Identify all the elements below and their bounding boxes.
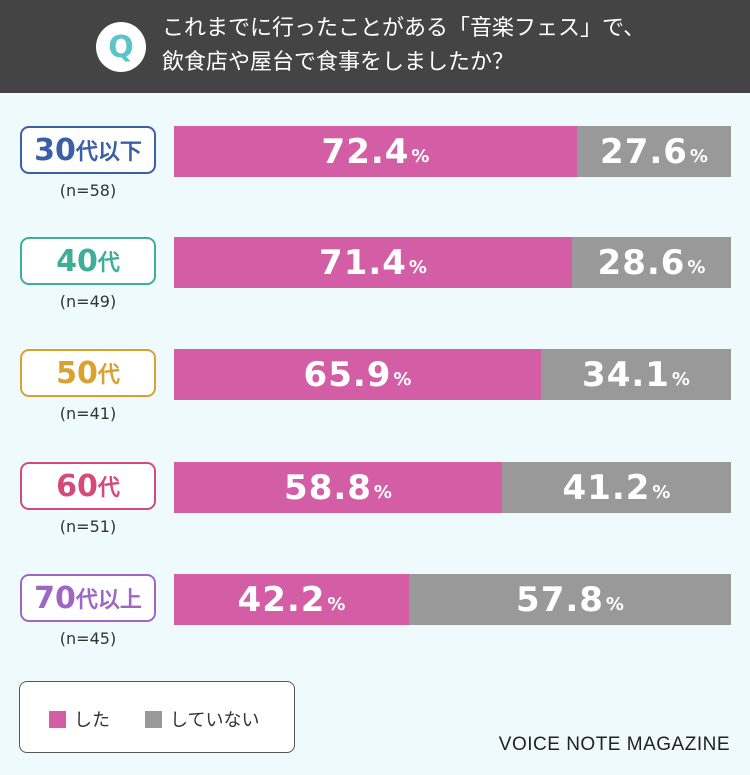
legend-swatch-did bbox=[49, 710, 66, 728]
percent-sign: % bbox=[652, 482, 671, 503]
question-q-letter: Q bbox=[108, 29, 134, 65]
legend-label-did-not: していない bbox=[170, 710, 260, 731]
bar-value-did-not: 27.6 bbox=[600, 131, 688, 172]
stacked-bar: 71.4% 28.6% bbox=[174, 237, 731, 288]
age-group-suffix: 代 bbox=[97, 363, 120, 388]
question-q-icon: Q bbox=[96, 22, 146, 72]
bar-segment-did: 58.8% bbox=[174, 462, 502, 513]
age-group-number: 50 bbox=[56, 355, 98, 391]
percent-sign: % bbox=[687, 257, 706, 278]
age-group-suffix: 代以下 bbox=[75, 140, 142, 165]
age-group-number: 40 bbox=[56, 243, 98, 279]
stacked-bar: 65.9% 34.1% bbox=[174, 349, 731, 400]
bar-segment-did: 71.4% bbox=[174, 237, 572, 288]
sample-size-label: (n=51) bbox=[59, 517, 117, 536]
chart-row: 60 代 (n=51) 58.8% 41.2% bbox=[0, 462, 750, 572]
percent-sign: % bbox=[327, 594, 346, 615]
bar-value-did-not: 28.6 bbox=[597, 242, 686, 283]
bar-segment-did-not: 57.8% bbox=[409, 574, 731, 625]
age-group-suffix: 代以上 bbox=[75, 588, 142, 613]
age-group-number: 30 bbox=[34, 132, 76, 168]
age-group-number: 70 bbox=[34, 580, 76, 616]
legend-item-did: した bbox=[49, 706, 110, 732]
sample-size-label: (n=58) bbox=[59, 181, 117, 200]
age-group-badge: 30 代以下 bbox=[20, 126, 156, 174]
age-group-badge: 70 代以上 bbox=[20, 574, 156, 622]
question-line-1: これまでに行ったことがある「音楽フェス」で、 bbox=[162, 16, 646, 41]
percent-sign: % bbox=[689, 146, 708, 167]
age-group-suffix: 代 bbox=[97, 476, 120, 501]
bar-value-did: 72.4 bbox=[321, 131, 410, 172]
age-group-badge: 50 代 bbox=[20, 349, 156, 397]
bar-segment-did: 72.4% bbox=[174, 126, 577, 177]
legend-label-did: した bbox=[74, 710, 110, 731]
bar-value-did: 71.4 bbox=[319, 242, 407, 283]
bar-segment-did-not: 34.1% bbox=[541, 349, 731, 400]
question-header: Q これまでに行ったことがある「音楽フェス」で、 飲食店や屋台で食事をしましたか… bbox=[0, 0, 750, 93]
question-text: これまでに行ったことがある「音楽フェス」で、 飲食店や屋台で食事をしましたか？ bbox=[162, 12, 742, 80]
age-group-suffix: 代 bbox=[97, 251, 120, 276]
age-group-badge: 40 代 bbox=[20, 237, 156, 285]
bar-value-did-not: 41.2 bbox=[562, 467, 651, 508]
bar-value-did: 58.8 bbox=[284, 467, 372, 508]
percent-sign: % bbox=[671, 369, 690, 390]
percent-sign: % bbox=[605, 594, 624, 615]
bar-segment-did-not: 27.6% bbox=[577, 126, 731, 177]
chart-row: 40 代 (n=49) 71.4% 28.6% bbox=[0, 237, 750, 347]
bar-segment-did-not: 41.2% bbox=[502, 462, 731, 513]
bar-value-did: 65.9 bbox=[303, 354, 392, 395]
percent-sign: % bbox=[393, 369, 412, 390]
chart-row: 30 代以下 (n=58) 72.4% 27.6% bbox=[0, 126, 750, 236]
legend-item-did-not: していない bbox=[145, 706, 259, 732]
question-line-2: 飲食店や屋台で食事をしましたか？ bbox=[162, 50, 515, 75]
chart-row: 50 代 (n=41) 65.9% 34.1% bbox=[0, 349, 750, 459]
percent-sign: % bbox=[408, 257, 427, 278]
age-group-number: 60 bbox=[56, 468, 98, 504]
percent-sign: % bbox=[411, 146, 430, 167]
stacked-bar: 58.8% 41.2% bbox=[174, 462, 731, 513]
bar-value-did-not: 57.8 bbox=[516, 579, 604, 620]
age-group-badge: 60 代 bbox=[20, 462, 156, 510]
footer-brand: VOICE NOTE MAGAZINE bbox=[498, 734, 730, 755]
bar-segment-did-not: 28.6% bbox=[572, 237, 731, 288]
bar-segment-did: 65.9% bbox=[174, 349, 541, 400]
stacked-bar: 72.4% 27.6% bbox=[174, 126, 731, 177]
bar-value-did-not: 34.1 bbox=[582, 354, 670, 395]
bar-segment-did: 42.2% bbox=[174, 574, 409, 625]
bar-value-did: 42.2 bbox=[237, 579, 326, 620]
legend: した していない bbox=[19, 681, 295, 753]
sample-size-label: (n=45) bbox=[59, 629, 117, 648]
percent-sign: % bbox=[373, 482, 392, 503]
sample-size-label: (n=41) bbox=[59, 404, 117, 423]
stacked-bar: 42.2% 57.8% bbox=[174, 574, 731, 625]
sample-size-label: (n=49) bbox=[59, 292, 117, 311]
chart-row: 70 代以上 (n=45) 42.2% 57.8% bbox=[0, 574, 750, 684]
legend-swatch-did-not bbox=[145, 710, 162, 728]
